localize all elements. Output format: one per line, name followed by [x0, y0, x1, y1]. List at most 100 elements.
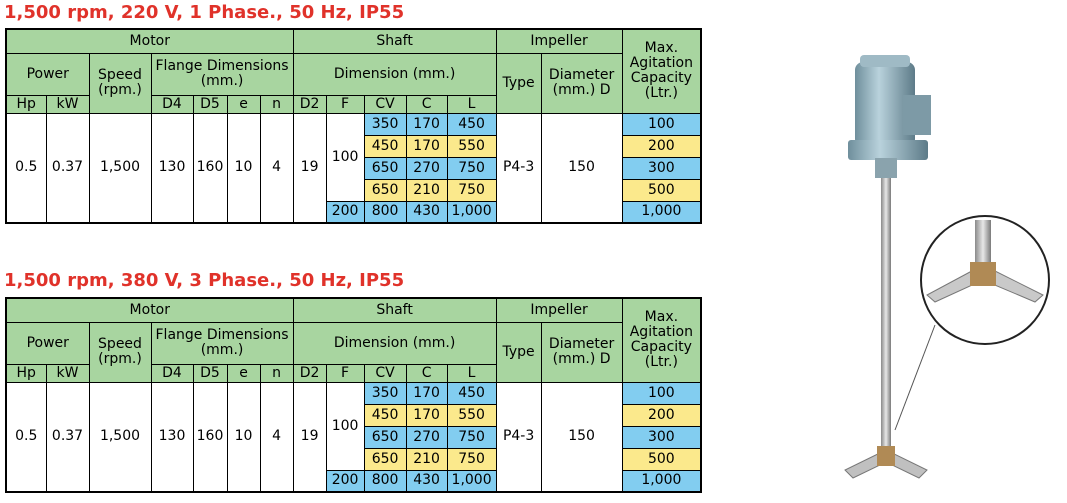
header-cell: Type	[495, 321, 542, 383]
common-cell: 0.5	[5, 381, 47, 493]
header-cell: D5	[192, 94, 228, 114]
capacity-cell: 300	[621, 425, 702, 449]
header-cell: D4	[150, 94, 194, 114]
header-row: Power Speed (rpm.) Flange Dimensions (mm.)…	[5, 321, 701, 383]
data-cell: 430	[405, 200, 448, 224]
capacity-cell: 100	[621, 381, 702, 405]
header-cell: Type	[495, 52, 542, 114]
common-cell: P4-3	[495, 112, 542, 224]
table-title: 1,500 rpm, 380 V, 3 Phase., 50 Hz, IP55	[4, 270, 405, 291]
data-cell: 650	[363, 425, 407, 449]
header-cell: e	[226, 94, 261, 114]
capacity-cell: 200	[621, 403, 702, 427]
header-cell: D2	[292, 94, 327, 114]
common-cell: 150	[540, 112, 623, 224]
header-cell: Motor	[5, 297, 294, 323]
header-cell: L	[446, 363, 497, 383]
common-cell: 0.37	[45, 112, 90, 224]
common-cell: 19	[292, 381, 327, 493]
data-row: 450 170 550 200	[6, 403, 702, 427]
header-cell: CV	[363, 94, 407, 114]
data-cell: 430	[405, 469, 448, 493]
header-cell: Power	[5, 321, 90, 365]
common-cell: 10	[226, 112, 261, 224]
header-row: Motor Shaft Impeller Max. Agitation Capacit…	[5, 297, 702, 383]
data-cell: 1,000	[446, 469, 497, 493]
header-cell: n	[259, 94, 294, 114]
common-cell: 130	[150, 112, 194, 224]
data-cell: 200	[325, 469, 365, 493]
common-cell: 1,500	[88, 112, 152, 224]
data-cell: 450	[446, 381, 497, 405]
header-cell: Impeller	[495, 28, 623, 54]
data-cell: 750	[446, 156, 497, 180]
capacity-cell: 500	[621, 178, 702, 202]
data-cell: 450	[446, 112, 497, 136]
common-cell: 160	[192, 112, 228, 224]
data-cell: 550	[446, 403, 497, 427]
data-cell: 650	[363, 178, 407, 202]
common-cell: 100	[325, 381, 365, 471]
common-cell: 150	[540, 381, 623, 493]
header-row: Motor Shaft Impeller Max. Agitation Capacit…	[5, 28, 702, 114]
data-row: 200 800 430 1,000 1,000	[6, 469, 702, 493]
agitator-illustration	[844, 55, 1050, 479]
data-cell: 170	[405, 381, 448, 405]
data-row: 450 170 550 200	[6, 134, 702, 158]
data-row: 650 210 750 500	[6, 178, 702, 202]
header-cell: Hp	[5, 94, 47, 114]
data-cell: 270	[405, 425, 448, 449]
header-cell: Dimension (mm.)	[292, 321, 497, 365]
header-cell: Max. Agitation Capacity (Ltr.)	[621, 28, 702, 114]
header-cell: L	[446, 94, 497, 114]
data-cell: 800	[363, 200, 407, 224]
header-cell: Diameter (mm.) D	[540, 321, 623, 383]
table-title: 1,500 rpm, 220 V, 1 Phase., 50 Hz, IP55	[4, 2, 405, 23]
header-cell: Hp	[5, 363, 47, 383]
capacity-cell: 500	[621, 447, 702, 471]
common-cell: 10	[226, 381, 261, 493]
common-cell: 4	[259, 381, 294, 493]
data-row: 650 270 750 300	[6, 156, 702, 180]
header-cell: D2	[292, 363, 327, 383]
header-cell: Impeller	[495, 297, 623, 323]
header-cell: n	[259, 363, 294, 383]
data-row: 200 800 430 1,000 1,000	[6, 200, 702, 224]
data-cell: 650	[363, 447, 407, 471]
spec-table: Motor Shaft Impeller Max. Agitation Capacit…	[5, 297, 703, 493]
data-cell: 450	[363, 403, 407, 427]
header-cell: F	[325, 94, 365, 114]
data-cell: 210	[405, 178, 448, 202]
header-cell: D4	[150, 363, 194, 383]
header-cell: CV	[363, 363, 407, 383]
header-cell: Speed (rpm.)	[88, 52, 152, 114]
capacity-cell: 300	[621, 156, 702, 180]
capacity-cell: 100	[621, 112, 702, 136]
header-cell: Power	[5, 52, 90, 96]
header-cell: Diameter (mm.) D	[540, 52, 623, 114]
header-cell: Flange Dimensions (mm.)	[150, 52, 294, 96]
data-cell: 270	[405, 156, 448, 180]
data-cell: 200	[325, 200, 365, 224]
data-cell: 170	[405, 134, 448, 158]
data-cell: 350	[363, 112, 407, 136]
header-row: Hp kW D4 D5 e n D2 F CV C L	[5, 363, 701, 383]
header-cell: kW	[45, 363, 90, 383]
data-row: 0.5 0.37 1,500 130 160 10 4 19 100 350 170 450 P4-3 1…	[5, 112, 702, 224]
common-cell: 100	[325, 112, 365, 202]
header-cell: D5	[192, 363, 228, 383]
common-cell: 4	[259, 112, 294, 224]
common-cell: 130	[150, 381, 194, 493]
header-cell: C	[405, 363, 448, 383]
header-row: Hp kW D4 D5 e n D2 F CV C L	[5, 94, 701, 114]
header-cell: Shaft	[292, 297, 497, 323]
header-cell: kW	[45, 94, 90, 114]
spec-table: Motor Shaft Impeller Max. Agitation Capacit…	[5, 28, 703, 224]
data-cell: 170	[405, 112, 448, 136]
common-cell: 19	[292, 112, 327, 224]
capacity-cell: 1,000	[621, 469, 702, 493]
data-row: 0.5 0.37 1,500 130 160 10 4 19 100 350 170 450 P4-3 1…	[5, 381, 702, 493]
data-cell: 350	[363, 381, 407, 405]
data-cell: 750	[446, 447, 497, 471]
header-cell: Motor	[5, 28, 294, 54]
